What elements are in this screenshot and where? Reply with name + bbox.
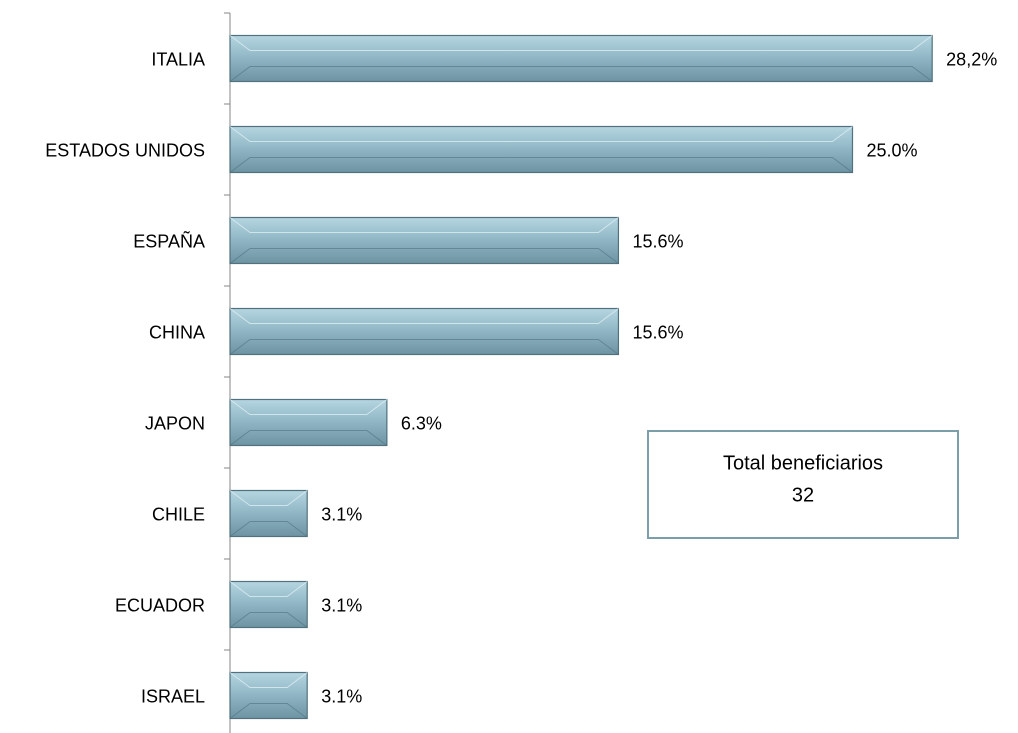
- bar-bevel: [229, 430, 388, 446]
- value-label: 3.1%: [321, 686, 362, 706]
- value-label: 15.6%: [632, 322, 683, 342]
- bar-bevel: [229, 339, 619, 355]
- y-tick-label: ITALIA: [151, 49, 205, 69]
- y-tick-label: CHINA: [149, 322, 205, 342]
- bar-bevel: [229, 217, 619, 233]
- y-tick-label: ESTADOS UNIDOS: [45, 140, 205, 160]
- annotation-title: Total beneficiarios: [723, 452, 883, 474]
- bar: [229, 34, 933, 83]
- y-tick-label: ISRAEL: [141, 686, 205, 706]
- y-tick-label: ECUADOR: [115, 595, 205, 615]
- bar: [229, 671, 308, 720]
- bar-bevel: [229, 703, 308, 719]
- bar-bevel: [229, 248, 619, 264]
- bar-bevel: [229, 66, 933, 82]
- bar: [229, 125, 854, 174]
- bar: [229, 216, 620, 265]
- bar-bevel: [229, 399, 388, 415]
- value-label: 3.1%: [321, 504, 362, 524]
- bar: [229, 489, 308, 538]
- bar: [229, 398, 388, 447]
- bar-bevel: [229, 308, 619, 324]
- value-label: 15.6%: [632, 231, 683, 251]
- annotation-value: 32: [792, 484, 814, 506]
- value-label: 28,2%: [946, 49, 997, 69]
- value-label: 6.3%: [401, 413, 442, 433]
- bar-bevel: [229, 490, 308, 506]
- annotation-frame: [647, 430, 959, 539]
- bar-bevel: [229, 581, 308, 597]
- bar-bevel: [229, 35, 933, 51]
- y-tick-label: CHILE: [152, 504, 205, 524]
- annotation-box: Total beneficiarios 32: [647, 430, 959, 539]
- bar-bevel: [229, 157, 853, 173]
- bar: [229, 307, 620, 356]
- bar-bevel: [229, 612, 308, 628]
- bar-bevel: [229, 672, 308, 688]
- bar-bevel: [229, 521, 308, 537]
- value-label: 25.0%: [867, 140, 918, 160]
- bar: [229, 580, 308, 629]
- value-label: 3.1%: [321, 595, 362, 615]
- y-tick-label: ESPAÑA: [133, 230, 205, 251]
- y-tick-label: JAPON: [145, 413, 205, 433]
- bar-bevel: [229, 126, 853, 142]
